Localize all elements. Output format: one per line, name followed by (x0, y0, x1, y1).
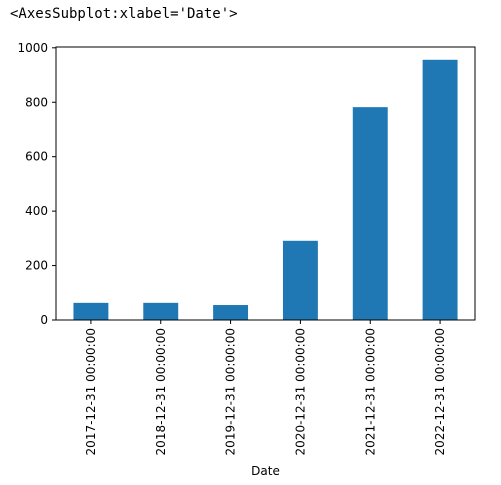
output-repr: <AxesSubplot:xlabel='Date'> (10, 6, 238, 22)
y-tick-label: 0 (40, 313, 48, 327)
bar-2022 (422, 59, 458, 320)
x-axis-label: Date (251, 464, 280, 478)
x-tick-label: 2017-12-31 00:00:00 (84, 328, 98, 455)
y-tick-label: 200 (25, 259, 48, 273)
plot-area (56, 47, 475, 320)
y-tick-label: 600 (25, 150, 48, 164)
x-tick-label: 2022-12-31 00:00:00 (433, 328, 447, 455)
bar-2021 (352, 107, 388, 320)
x-tick-label: 2018-12-31 00:00:00 (154, 328, 168, 455)
x-tick-label: 2019-12-31 00:00:00 (224, 328, 238, 455)
axes-frame (55, 46, 476, 321)
x-tick-label: 2020-12-31 00:00:00 (293, 328, 307, 455)
bar-2020 (282, 240, 318, 320)
x-tick-label: 2021-12-31 00:00:00 (363, 328, 377, 455)
bar-2017 (73, 302, 109, 320)
bar-2018 (143, 302, 179, 320)
y-tick-label: 800 (25, 95, 48, 109)
y-tick-label: 400 (25, 204, 48, 218)
bar-2019 (213, 305, 249, 320)
y-tick-label: 1000 (17, 41, 48, 55)
